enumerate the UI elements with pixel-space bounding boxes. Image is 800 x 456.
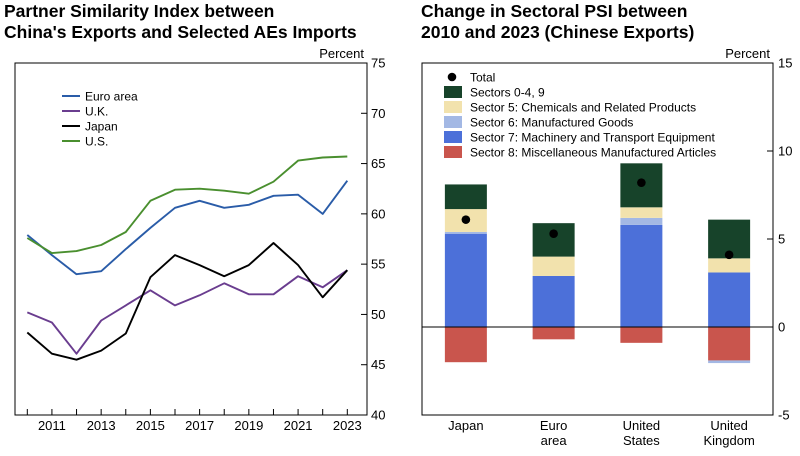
left-y-tick-label: 75 — [371, 56, 385, 71]
legend-swatch-sector-7-machinery-and-transport-equipment — [444, 131, 462, 143]
bar-segment-sector-6-manufactured-goods — [620, 217, 663, 225]
series-line-euro-area — [26, 180, 349, 276]
bar-segment-sectors-0-4-9 — [444, 184, 487, 210]
legend-label-total: Total — [470, 71, 495, 85]
right-title-line-1: Change in Sectoral PSI between — [421, 1, 688, 21]
bar-segment-sector-6-negative — [708, 360, 751, 364]
right-y-tick-label: 5 — [778, 232, 785, 247]
left-plot-frame — [14, 62, 368, 416]
left-x-tick-label: 2021 — [284, 418, 313, 433]
right-y-tick-label: 10 — [778, 144, 792, 159]
left-y-tick-label: 40 — [371, 408, 385, 423]
total-marker — [461, 215, 471, 224]
legend-label-sectors-0-4-9: Sectors 0-4, 9 — [470, 86, 545, 100]
right-y-tick-label: 15 — [778, 56, 792, 71]
legend-swatch-sectors-0-4-9 — [444, 86, 462, 98]
left-chart-title: Partner Similarity Index between China's… — [4, 1, 357, 43]
category-label: Kingdom — [703, 433, 754, 448]
left-title-line-1: Partner Similarity Index between — [4, 1, 275, 21]
left-y-tick-label: 65 — [371, 156, 385, 171]
legend-label-sector-7-machinery-and-transport-equipment: Sector 7: Machinery and Transport Equipm… — [470, 131, 715, 145]
bar-segment-sector-8-negative — [620, 327, 663, 343]
right-y-axis-label: Percent — [725, 46, 770, 61]
bar-segment-sector-7-machinery-and-transport-equipment — [620, 224, 663, 327]
left-y-tick-label: 45 — [371, 357, 385, 372]
right-title-line-2: 2010 and 2023 (Chinese Exports) — [421, 22, 695, 42]
left-y-axis-label: Percent — [319, 46, 364, 61]
right-chart-title: Change in Sectoral PSI between 2010 and … — [421, 1, 694, 43]
left-title-line-2: China's Exports and Selected AEs Imports — [4, 22, 357, 42]
legend-label-sector-5-chemicals-and-related-products: Sector 5: Chemicals and Related Products — [470, 101, 696, 115]
total-marker — [637, 178, 646, 187]
bar-segment-sector-7-machinery-and-transport-equipment — [444, 233, 487, 327]
category-label: United — [623, 418, 661, 433]
left-y-tick-label: 55 — [371, 257, 385, 272]
category-label: States — [623, 433, 660, 448]
left-x-tick-label: 2019 — [234, 418, 263, 433]
left-x-tick-label: 2011 — [38, 418, 66, 433]
bar-segment-sector-5-chemicals-and-related-products — [708, 258, 751, 273]
legend-label-sector-6-manufactured-goods: Sector 6: Manufactured Goods — [470, 116, 633, 130]
left-y-tick-label: 70 — [371, 106, 385, 121]
bar-segment-sector-6-manufactured-goods — [444, 231, 487, 234]
legend-swatch-sector-5-chemicals-and-related-products — [444, 101, 462, 113]
category-label: Japan — [448, 418, 483, 433]
left-y-tick-label: 60 — [371, 206, 385, 221]
bar-segment-sector-8-negative — [708, 327, 751, 361]
left-x-tick-label: 2013 — [87, 418, 116, 433]
category-label: Euro — [540, 418, 567, 433]
right-y-tick-label: 0 — [778, 320, 785, 335]
bar-segment-sectors-0-4-9 — [532, 223, 575, 257]
bar-segment-sector-7-machinery-and-transport-equipment — [532, 275, 575, 327]
series-line-japan — [26, 242, 349, 361]
left-x-tick-label: 2017 — [185, 418, 214, 433]
legend-label-japan: Japan — [85, 120, 118, 134]
left-x-tick-label: 2023 — [333, 418, 362, 433]
left-y-tick-label: 50 — [371, 307, 385, 322]
series-line-u-k — [26, 269, 348, 355]
legend-swatch-sector-8-miscellaneous-manufactured-articles — [444, 146, 462, 158]
legend-label-sector-8-miscellaneous-manufactured-articles: Sector 8: Miscellaneous Manufactured Art… — [470, 146, 716, 160]
bar-segment-sector-8-negative — [532, 327, 575, 340]
category-label: area — [541, 433, 568, 448]
legend-marker-total — [447, 72, 457, 82]
right-y-tick-label: -5 — [778, 408, 790, 423]
category-label: United — [710, 418, 748, 433]
bar-segment-sector-8-negative — [444, 327, 487, 363]
legend-label-euro-area: Euro area — [85, 90, 138, 104]
bar-segment-sector-5-chemicals-and-related-products — [532, 256, 575, 276]
total-marker — [724, 250, 734, 260]
bar-segment-sector-5-chemicals-and-related-products — [620, 207, 663, 218]
legend-label-u-s: U.S. — [85, 135, 108, 149]
left-x-tick-label: 2015 — [136, 418, 165, 433]
legend-swatch-sector-6-manufactured-goods — [444, 116, 462, 128]
legend-label-u-k: U.K. — [85, 105, 108, 119]
series-line-u-s — [26, 155, 348, 255]
bar-segment-sector-7-machinery-and-transport-equipment — [708, 272, 751, 327]
total-marker — [549, 229, 558, 239]
